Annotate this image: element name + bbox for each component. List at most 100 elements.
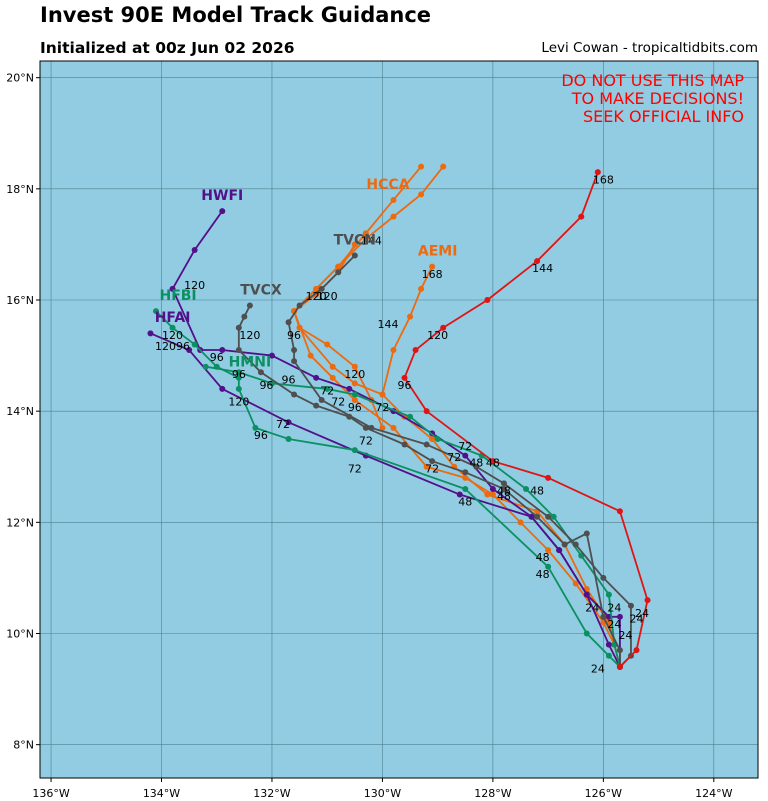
chart-title: Invest 90E Model Track Guidance	[40, 3, 432, 27]
track-point	[423, 408, 430, 415]
track-point	[473, 463, 480, 470]
track-point	[583, 591, 590, 598]
forecast-hour-label: 96	[232, 368, 246, 381]
track-point	[616, 647, 623, 654]
forecast-hour-label: 120	[306, 290, 327, 303]
forecast-hour-label: 24	[618, 629, 632, 642]
x-tick-label: 126°W	[585, 787, 622, 800]
forecast-hour-label: 144	[532, 262, 553, 275]
track-point	[291, 391, 298, 398]
track-point	[351, 380, 358, 387]
track-point	[169, 324, 176, 331]
warning-line-3: SEEK OFFICIAL INFO	[583, 107, 744, 126]
track-point	[401, 441, 408, 448]
track-point	[423, 441, 430, 448]
track-point	[186, 347, 193, 354]
forecast-hour-label: 120	[344, 368, 365, 381]
credit-text: Levi Cowan - tropicaltidbits.com	[541, 40, 758, 56]
forecast-hour-label: 96	[348, 401, 362, 414]
track-point	[191, 341, 198, 348]
warning-line-2: TO MAKE DECISIONS!	[571, 89, 744, 108]
track-point	[235, 374, 242, 381]
forecast-hour-label: 168	[422, 268, 443, 281]
forecast-hour-label: 72	[375, 401, 389, 414]
track-line-tvcn	[287, 254, 632, 668]
track-point	[440, 324, 447, 331]
forecast-hour-label: 96	[254, 429, 268, 442]
track-point	[462, 452, 469, 459]
track-point	[268, 380, 275, 387]
model-label-hwfi: HWFI	[201, 188, 243, 204]
track-point	[545, 547, 552, 554]
track-point	[351, 363, 358, 370]
track-point	[500, 485, 507, 492]
map-background	[40, 61, 758, 778]
track-point	[600, 613, 607, 620]
track-point	[335, 269, 342, 276]
track-point	[285, 419, 292, 426]
forecast-hour-label: 120	[239, 329, 260, 342]
forecast-hour-label: 72	[458, 440, 472, 453]
chart-subtitle: Initialized at 00z Jun 02 2026	[40, 39, 295, 57]
track-point	[517, 519, 524, 526]
track-point	[550, 513, 557, 520]
track-point	[418, 163, 425, 170]
track-point	[594, 169, 601, 176]
track-point	[324, 385, 331, 392]
track-point	[418, 285, 425, 292]
track-point	[313, 285, 320, 292]
track-point	[523, 485, 530, 492]
track-point	[362, 235, 369, 242]
track-point	[616, 613, 623, 620]
track-point	[285, 435, 292, 442]
forecast-hour-label: 96	[398, 379, 412, 392]
track-point	[605, 641, 612, 648]
track-point	[600, 574, 607, 581]
track-point	[257, 369, 264, 376]
track-point	[351, 391, 358, 398]
x-tick-label: 130°W	[364, 787, 401, 800]
track-point	[578, 213, 585, 220]
track-point	[324, 341, 331, 348]
forecast-hour-label: 96	[210, 351, 224, 364]
track-point	[246, 302, 253, 309]
track-point	[313, 402, 320, 409]
track-point	[423, 463, 430, 470]
track-point	[291, 347, 298, 354]
forecast-hour-label: 72	[348, 462, 362, 475]
track-point	[191, 246, 198, 253]
model-label-hcca: HCCA	[366, 177, 409, 193]
forecast-hour-label: 24	[607, 618, 621, 631]
track-point	[235, 369, 242, 376]
track-point	[616, 508, 623, 515]
x-tick-label: 124°W	[695, 787, 732, 800]
forecast-hour-label: 120	[228, 396, 249, 409]
forecast-hour-label: 72	[320, 384, 334, 397]
track-point	[605, 652, 612, 659]
forecast-hour-label: 72	[276, 418, 290, 431]
track-point	[429, 263, 436, 270]
track-point	[545, 474, 552, 481]
track-point	[351, 397, 358, 404]
track-point	[390, 196, 397, 203]
forecast-hour-label: 96	[282, 373, 296, 386]
track-point	[572, 541, 579, 548]
track-point	[296, 302, 303, 309]
track-point	[418, 191, 425, 198]
x-tick-label: 132°W	[253, 787, 290, 800]
forecast-hour-label: 48	[536, 568, 550, 581]
track-point	[534, 258, 541, 265]
track-point	[335, 263, 342, 270]
x-tick-label: 134°W	[143, 787, 180, 800]
track-point	[401, 374, 408, 381]
map-frame	[39, 60, 759, 779]
forecast-hour-label: 120	[317, 290, 338, 303]
track-line-hfbi	[155, 310, 621, 668]
forecast-hour-label: 96	[259, 379, 273, 392]
track-point	[556, 547, 563, 554]
track-point	[412, 347, 419, 354]
x-tick-label: 136°W	[32, 787, 69, 800]
track-point	[429, 458, 436, 465]
track-point	[362, 424, 369, 431]
forecast-hour-label: 48	[458, 496, 472, 509]
